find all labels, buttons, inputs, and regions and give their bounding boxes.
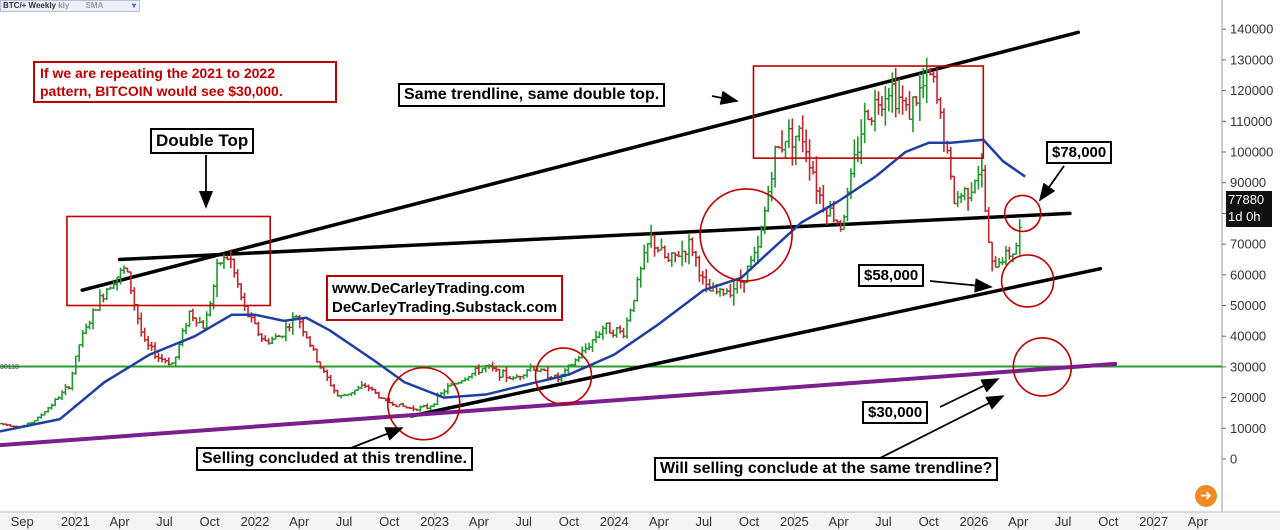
x-tick-label: Oct [739, 514, 760, 529]
y-axis: 0100002000030000400005000060000700008000… [1222, 22, 1273, 467]
arrow-right-icon[interactable]: ➜ [1195, 485, 1217, 507]
x-tick-label: Jul [1055, 514, 1072, 529]
x-tick-label: 2023 [420, 514, 449, 529]
x-tick-label: 2021 [61, 514, 90, 529]
y-tick-label: 10000 [1230, 421, 1266, 436]
trendlines-group [0, 30, 1118, 448]
arrow-30000-upper [939, 378, 1000, 408]
x-axis: Sep 2021 Apr Jul Oct 2022 Apr Jul Oct 2023 Apr Jul O… [11, 512, 1209, 530]
arrow-78000 [1038, 165, 1065, 202]
y-tick-label: 90000 [1230, 175, 1266, 190]
x-tick-label: Jul [695, 514, 712, 529]
long-term-purple-trendline [0, 361, 1118, 448]
boxes-group [66, 65, 985, 307]
y-tick-label: 70000 [1230, 237, 1266, 252]
x-tick-label: Jul [156, 514, 173, 529]
x-tick-label: Oct [200, 514, 221, 529]
x-axis-band [0, 512, 1280, 530]
level-78000-label: $78,000 [1046, 141, 1113, 165]
x-tick-label: 2027 [1139, 514, 1168, 529]
circles-group [386, 188, 1073, 441]
arrow-58000 [929, 278, 993, 293]
price-bars-group [0, 57, 1023, 428]
chevron-down-icon[interactable]: ▾ [131, 1, 136, 10]
double-top-box-2025 [752, 65, 985, 159]
x-tick-label: Oct [1098, 514, 1119, 529]
circle-2023-sept [534, 347, 593, 405]
x-tick-label: 2024 [600, 514, 629, 529]
y-tick-label: 100000 [1230, 145, 1273, 160]
x-tick-label: Apr [469, 514, 490, 529]
level-30000-label: $30,000 [862, 401, 929, 425]
circle-2026-58000 [1000, 254, 1055, 308]
y-tick-label: 60000 [1230, 267, 1266, 282]
y-tick-label: 110000 [1230, 114, 1272, 129]
y-tick-label: 50000 [1230, 298, 1266, 313]
symbol-label: BTC/+ Weekly [3, 1, 56, 10]
y-tick-label: 30000 [1230, 359, 1266, 374]
left-axis-value-label: 30118 [0, 364, 19, 371]
x-tick-label: Oct [559, 514, 580, 529]
double-top-label: Double Top [150, 128, 255, 154]
current-price-tag: 77880 1d 0h [1226, 191, 1272, 227]
current-price-value: 77880 [1228, 192, 1265, 207]
website-url: www.DeCarleyTrading.com [332, 280, 525, 297]
arrow-30000-lower [877, 395, 1005, 460]
x-tick-label: 2026 [959, 514, 988, 529]
x-tick-label: Apr [289, 514, 310, 529]
upper-channel-trendline [80, 30, 1081, 292]
bar-countdown: 1d 0h [1228, 209, 1261, 224]
x-tick-label: Apr [1188, 514, 1209, 529]
x-tick-label: Oct [919, 514, 940, 529]
substack-url: DeCarleyTrading.Substack.com [332, 299, 558, 316]
arrow-same-trendline [711, 90, 739, 105]
support-trendline [409, 266, 1103, 418]
double-top-box-2021 [66, 215, 271, 307]
y-tick-label: 140000 [1230, 22, 1273, 37]
y-tick-label: 40000 [1230, 329, 1266, 344]
x-tick-label: Jul [336, 514, 353, 529]
circle-2026-30000 [1012, 337, 1073, 397]
symbol-header[interactable]: BTC/+ Weekly kly SMA ▾ [0, 0, 140, 12]
y-tick-label: 120000 [1230, 83, 1273, 98]
x-tick-label: Apr [1008, 514, 1029, 529]
website-box: www.DeCarleyTrading.com DeCarleyTrading.… [326, 275, 564, 321]
y-tick-label: 130000 [1230, 52, 1273, 67]
x-tick-label: 2025 [780, 514, 809, 529]
circle-2026-78000 [1003, 194, 1042, 233]
x-tick-label: Sep [11, 514, 34, 529]
indicator-label: SMA [85, 1, 104, 10]
same-trendline-label: Same trendline, same double top. [398, 83, 666, 108]
x-tick-label: Jul [515, 514, 532, 529]
x-tick-label: Apr [109, 514, 130, 529]
repeat-pattern-note: If we are repeating the 2021 to 2022 pat… [33, 61, 337, 103]
x-tick-label: Jul [875, 514, 892, 529]
y-tick-label: 0 [1230, 452, 1237, 467]
x-tick-label: Apr [829, 514, 850, 529]
symbol-tail: kly [58, 1, 70, 10]
sma-line [0, 138, 1026, 433]
y-tick-label: 20000 [1230, 390, 1266, 405]
x-tick-label: Oct [379, 514, 400, 529]
x-tick-label: Apr [649, 514, 670, 529]
will-selling-conclude-label: Will selling conclude at the same trendl… [654, 457, 999, 482]
selling-concluded-label: Selling concluded at this trendline. [196, 447, 473, 472]
x-tick-label: 2022 [240, 514, 269, 529]
sma-line-group [0, 138, 1026, 433]
circle-2024-oct [699, 188, 793, 282]
circle-2022-low [386, 366, 461, 441]
level-58000-label: $58,000 [858, 264, 925, 288]
horizontal-resistance-trendline [117, 211, 1072, 262]
